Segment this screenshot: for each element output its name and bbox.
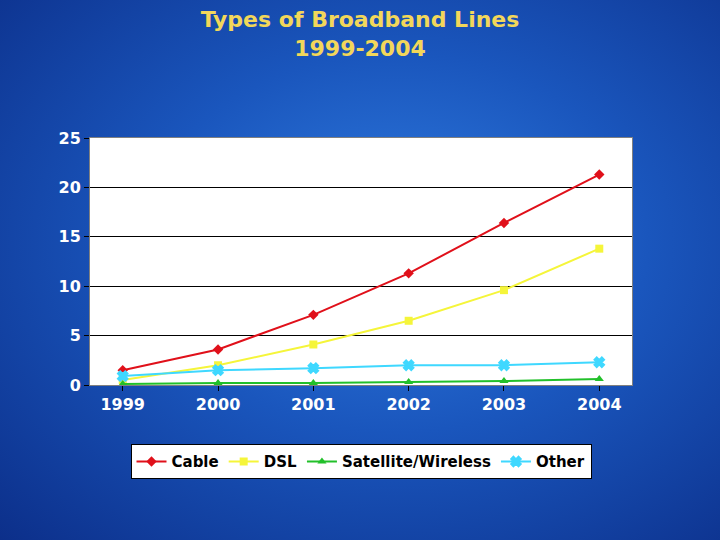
svg-text:2001: 2001	[291, 395, 336, 414]
svg-text:2004: 2004	[577, 395, 622, 414]
svg-text:Satellite/Wireless: Satellite/Wireless	[342, 453, 491, 471]
svg-text:Other: Other	[536, 453, 585, 471]
svg-text:Types of Broadband Lines1999-2: Types of Broadband Lines1999-2004	[201, 7, 520, 61]
svg-text:25: 25	[59, 129, 81, 148]
svg-text:DSL: DSL	[264, 453, 297, 471]
svg-text:15: 15	[59, 227, 81, 246]
svg-text:2000: 2000	[196, 395, 241, 414]
svg-text:0: 0	[70, 376, 81, 395]
svg-text:Cable: Cable	[172, 453, 219, 471]
svg-text:2003: 2003	[482, 395, 527, 414]
svg-text:5: 5	[70, 326, 81, 345]
svg-text:10: 10	[59, 277, 81, 296]
svg-text:20: 20	[59, 178, 81, 197]
svg-text:1999: 1999	[100, 395, 145, 414]
svg-text:2002: 2002	[386, 395, 431, 414]
